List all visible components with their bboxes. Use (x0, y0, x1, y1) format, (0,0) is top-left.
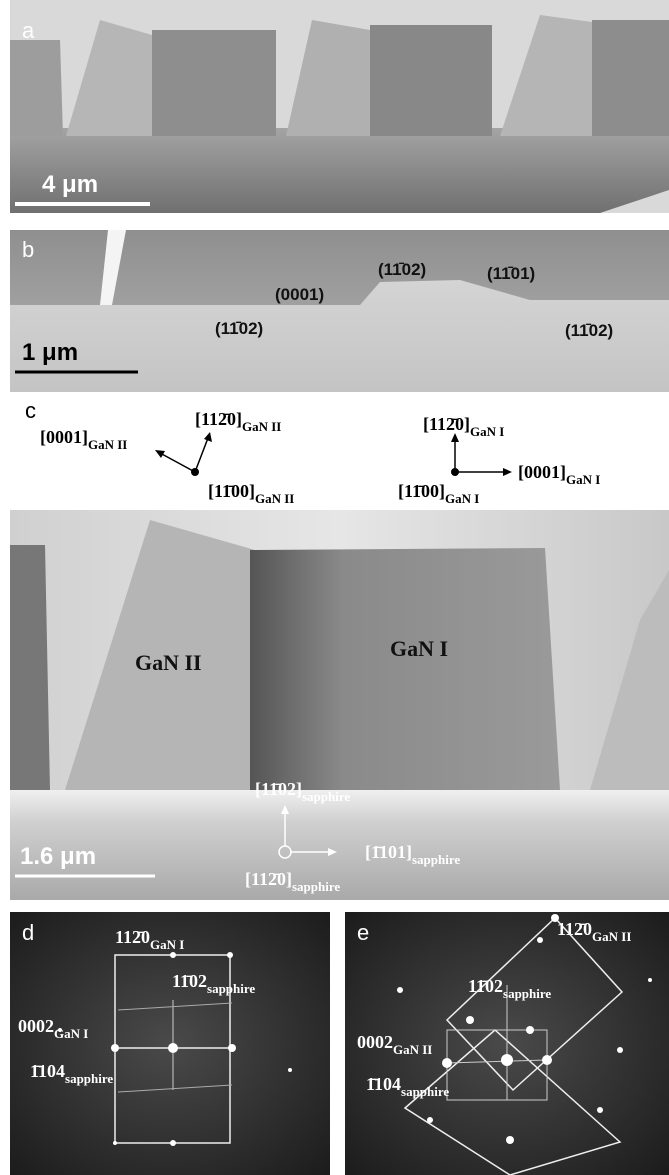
index: 1̄104 (30, 1061, 65, 1081)
grain-label: GaN II (135, 650, 202, 675)
subscript: GaN I (54, 1026, 88, 1041)
scale-bar-label: 4 μm (42, 171, 98, 198)
subscript: sapphire (207, 981, 255, 996)
subscript: GaN II (88, 437, 127, 452)
index: [11̄00] (398, 481, 445, 501)
panel-e: e 112̄0GaN II 11̄02sapphire 0002GaN II 1… (345, 912, 669, 1175)
subscript: GaN II (255, 491, 294, 506)
index: [0001] (518, 462, 566, 482)
subscript: sapphire (302, 789, 350, 804)
facet-label: (11̄01) (487, 264, 535, 283)
facet-label: (11̄02) (378, 260, 426, 279)
page: a 4 μm b (0001) (11̄02) (11̄01) (11̄02) … (0, 0, 669, 1175)
index: [11̄00] (208, 481, 255, 501)
subscript: GaN II (393, 1042, 432, 1057)
subscript: GaN I (566, 472, 600, 487)
facet-label: (11̄02) (565, 321, 613, 340)
subscript: sapphire (503, 986, 551, 1001)
subscript: GaN II (592, 929, 631, 944)
panel-label: b (22, 237, 34, 262)
index: 112̄0 (557, 919, 592, 939)
panel-c: GaN II GaN I [11̄02]sapphire [1̄101]sapp… (10, 510, 669, 900)
subscript: sapphire (412, 852, 460, 867)
direction-label: [11̄00]GaN I (398, 481, 479, 506)
subscript: GaN I (445, 491, 479, 506)
grain-label: GaN I (390, 636, 448, 661)
index: [112̄0] (195, 409, 242, 429)
index: [0001] (40, 427, 88, 447)
subscript: GaN I (150, 937, 184, 952)
subscript: sapphire (65, 1071, 113, 1086)
subscript: GaN I (470, 424, 504, 439)
panel-label: d (22, 920, 34, 945)
panel-label: a (22, 18, 35, 43)
panel-b: b (0001) (11̄02) (11̄01) (11̄02) (11̄02)… (10, 230, 669, 392)
index: 0002 (357, 1032, 393, 1052)
panel-d: d 112̄0GaN I 11̄02sapphire 0002GaN I 1̄1… (10, 912, 330, 1175)
index: 1̄104 (366, 1074, 401, 1094)
index: 112̄0 (115, 927, 150, 947)
facet-label: (0001) (275, 285, 324, 304)
panel-label: e (357, 920, 369, 945)
subscript: sapphire (292, 879, 340, 894)
panel-c-axes: c [0001]GaN II [112̄0]GaN II [11̄00]GaN … (25, 398, 600, 506)
scale-bar-label: 1.6 μm (20, 843, 96, 870)
scale-bar-label: 1 μm (22, 339, 78, 366)
index: 11̄02 (172, 971, 207, 991)
panel-a: a 4 μm (10, 0, 669, 213)
index: [112̄0] (245, 869, 292, 889)
index: [11̄02] (255, 779, 302, 799)
index: [1̄101] (365, 842, 412, 862)
subscript: GaN II (242, 419, 281, 434)
direction-label: [0001]GaN I (518, 462, 600, 487)
subscript: sapphire (401, 1084, 449, 1099)
direction-label: [112̄0]GaN II (195, 409, 281, 434)
panel-label: c (25, 398, 36, 423)
index: [112̄0] (423, 414, 470, 434)
direction-label: [11̄00]GaN II (208, 481, 294, 506)
facet-label: (11̄02) (215, 319, 263, 338)
figure: a 4 μm b (0001) (11̄02) (11̄01) (11̄02) … (0, 0, 669, 1175)
direction-label: [0001]GaN II (40, 427, 127, 452)
direction-label: [112̄0]GaN I (423, 414, 504, 439)
index: 11̄02 (468, 976, 503, 996)
index: 0002 (18, 1016, 54, 1036)
